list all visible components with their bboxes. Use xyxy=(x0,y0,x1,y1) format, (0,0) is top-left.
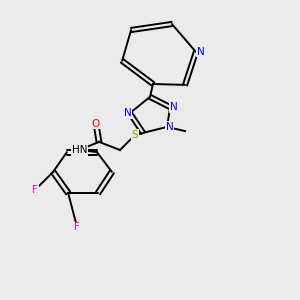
Text: HN: HN xyxy=(72,145,87,155)
Text: N: N xyxy=(124,108,131,118)
Text: F: F xyxy=(32,185,38,195)
Text: N: N xyxy=(170,102,178,112)
Text: S: S xyxy=(132,130,138,140)
Text: F: F xyxy=(74,222,80,232)
Text: N: N xyxy=(196,47,204,57)
Text: N: N xyxy=(166,122,173,132)
Text: O: O xyxy=(92,119,100,129)
